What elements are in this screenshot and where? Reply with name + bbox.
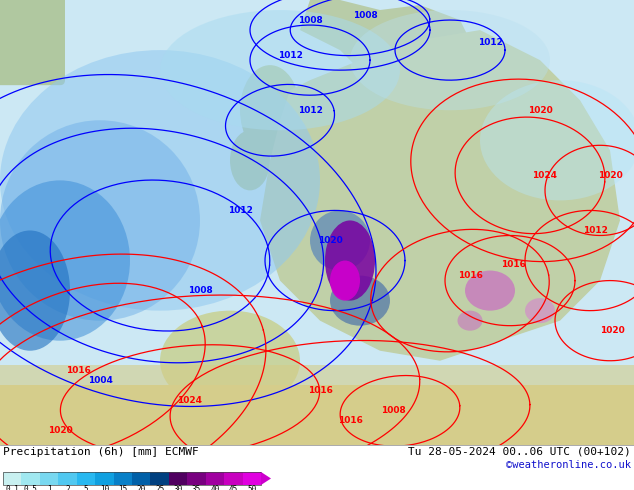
Text: 5: 5 [84,486,88,490]
Text: 1008: 1008 [380,406,405,416]
Text: 35: 35 [192,486,201,490]
Text: 0.5: 0.5 [23,486,37,490]
Bar [132,472,150,485]
Text: 1020: 1020 [527,106,552,115]
Ellipse shape [350,10,550,110]
Bar [243,472,261,485]
Polygon shape [261,472,271,485]
Text: 1016: 1016 [458,271,482,280]
Ellipse shape [0,120,200,320]
Ellipse shape [310,210,370,270]
Text: 1012: 1012 [278,50,302,60]
Text: 1016: 1016 [501,260,526,269]
Text: Precipitation (6h) [mm] ECMWF: Precipitation (6h) [mm] ECMWF [3,447,198,457]
Text: ©weatheronline.co.uk: ©weatheronline.co.uk [506,460,631,470]
Ellipse shape [330,275,390,326]
Bar [22,472,40,485]
Text: 25: 25 [155,486,164,490]
Ellipse shape [325,220,375,301]
Text: 1016: 1016 [307,386,332,395]
Text: 1012: 1012 [297,106,323,115]
Bar [150,472,169,485]
Text: 1008: 1008 [188,286,212,295]
Ellipse shape [0,180,130,341]
Text: 30: 30 [174,486,183,490]
Ellipse shape [458,311,482,331]
Ellipse shape [480,80,634,200]
Polygon shape [260,30,620,361]
Text: 1008: 1008 [353,10,377,20]
Text: 1020: 1020 [598,171,623,180]
Bar [0,365,634,445]
Text: 1020: 1020 [48,426,72,436]
Text: 45: 45 [229,486,238,490]
Text: 20: 20 [136,486,146,490]
Text: 1024: 1024 [533,171,557,180]
Bar [169,472,187,485]
Bar [224,472,243,485]
Text: 1008: 1008 [297,16,322,24]
Text: 2: 2 [65,486,70,490]
Ellipse shape [160,311,300,411]
Bar [0,385,634,445]
Ellipse shape [525,298,555,323]
Text: 1: 1 [47,486,51,490]
Text: 1004: 1004 [87,376,112,385]
Ellipse shape [230,130,270,191]
Ellipse shape [240,65,300,155]
Ellipse shape [0,50,320,311]
Polygon shape [300,0,480,120]
Ellipse shape [465,270,515,311]
Ellipse shape [0,230,70,351]
Text: 15: 15 [118,486,127,490]
Text: 1016: 1016 [65,366,91,375]
Bar [187,472,205,485]
Text: 1012: 1012 [583,226,607,235]
Text: 1024: 1024 [178,396,202,405]
Ellipse shape [160,10,400,130]
Text: 1012: 1012 [477,38,502,47]
Text: 1020: 1020 [318,236,342,245]
Bar [95,472,113,485]
Text: 50: 50 [247,486,256,490]
Bar [205,472,224,485]
Bar [3,472,22,485]
Bar [3,472,261,485]
Bar [113,472,132,485]
Text: 1012: 1012 [228,206,252,215]
Ellipse shape [330,261,360,301]
Text: 10: 10 [100,486,109,490]
Text: 40: 40 [210,486,219,490]
Bar [77,472,95,485]
Text: 1020: 1020 [600,326,624,335]
Text: 0.1: 0.1 [5,486,19,490]
Bar [40,472,58,485]
Bar [58,472,77,485]
FancyBboxPatch shape [0,0,65,85]
Text: Tu 28-05-2024 00..06 UTC (00+102): Tu 28-05-2024 00..06 UTC (00+102) [408,447,631,457]
Text: 1016: 1016 [337,416,363,425]
